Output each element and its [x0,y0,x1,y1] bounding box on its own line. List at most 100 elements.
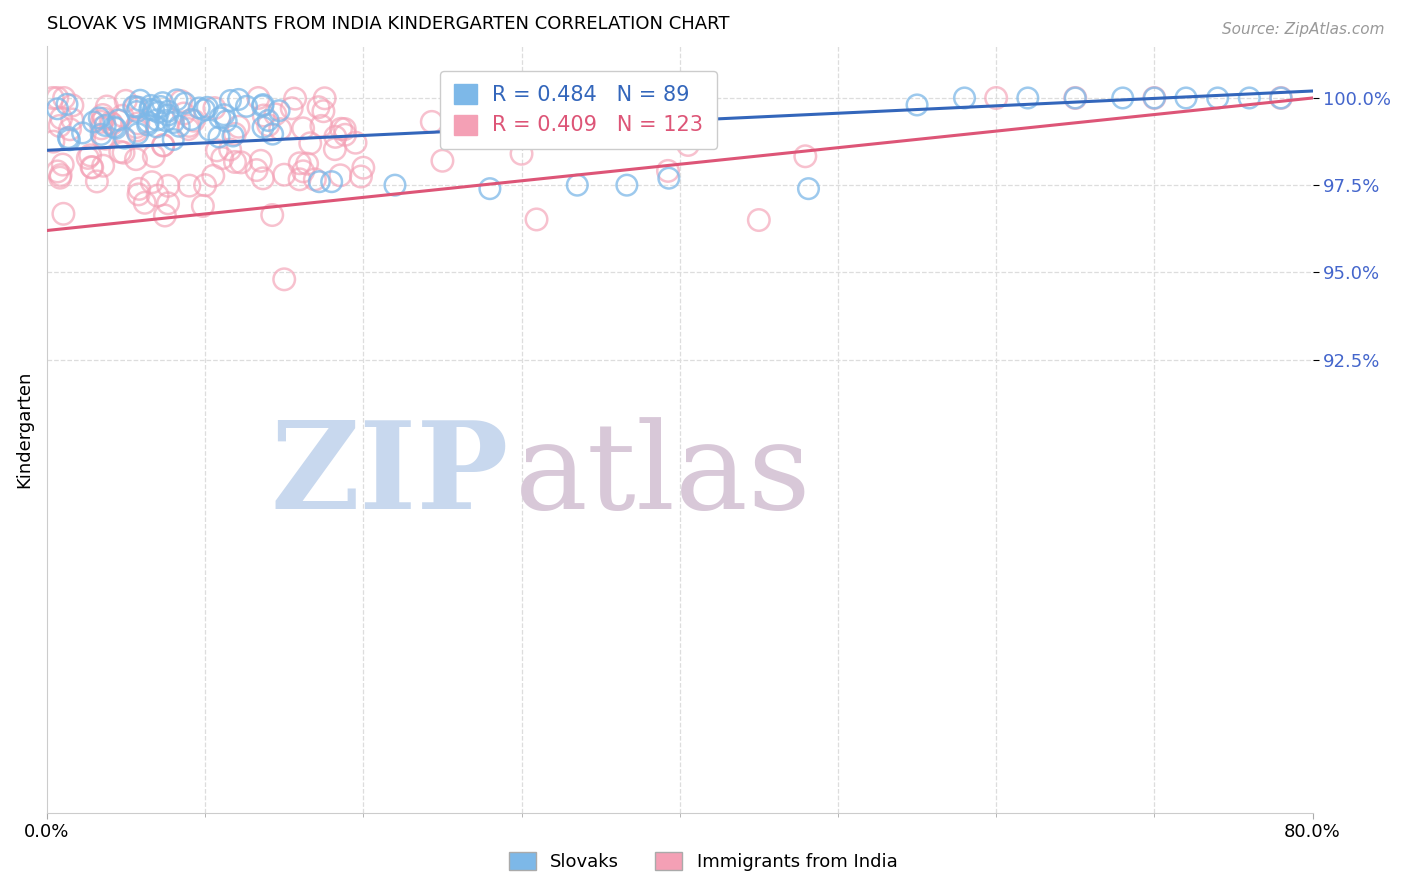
Point [107,113,129,128]
Point [60,98,83,112]
Point [146,120,169,134]
Point [208,111,231,125]
Point [46,102,69,116]
Point [211,151,233,165]
Point [173,96,195,111]
Point [295,156,318,170]
Point [325,129,347,144]
Point [905,98,928,112]
Legend: Slovaks, Immigrants from India: Slovaks, Immigrants from India [502,845,904,879]
Point [51,111,73,125]
Point [48,119,70,133]
Point [252,97,274,112]
Point [128,182,150,196]
Point [330,121,353,136]
Point [191,199,214,213]
Point [205,144,228,158]
Point [247,91,270,105]
Point [166,93,188,107]
Point [136,115,159,129]
Point [252,171,274,186]
Point [134,195,156,210]
Point [352,161,374,175]
Point [136,118,159,132]
Point [124,100,146,114]
Point [91,159,114,173]
Point [157,178,180,193]
Point [90,115,112,129]
Point [125,123,148,137]
Point [384,178,406,193]
Point [89,111,111,125]
Point [1064,91,1087,105]
Legend: R = 0.484   N = 89, R = 0.409   N = 123: R = 0.484 N = 89, R = 0.409 N = 123 [440,70,717,149]
Point [235,99,257,113]
Point [167,120,190,134]
Point [148,105,170,120]
Point [748,213,770,227]
Point [177,122,200,136]
Point [273,272,295,286]
Point [129,93,152,107]
Point [257,113,280,128]
Point [146,188,169,202]
Point [180,112,202,127]
Point [91,131,114,145]
Point [153,209,176,223]
Point [986,91,1008,105]
Point [1175,91,1198,105]
Point [269,122,291,136]
Point [478,181,501,195]
Point [127,100,149,114]
Point [110,145,132,159]
Point [312,104,335,119]
Point [323,142,346,156]
Point [264,107,287,121]
Point [204,101,226,115]
Point [122,99,145,113]
Point [333,122,356,136]
Point [58,130,80,145]
Point [1017,91,1039,105]
Point [288,172,311,186]
Point [215,114,238,128]
Point [79,148,101,162]
Point [567,178,589,193]
Point [114,131,136,145]
Point [208,130,231,145]
Point [59,122,82,136]
Point [333,128,356,142]
Point [212,108,235,122]
Point [350,169,373,184]
Point [156,108,179,122]
Point [308,100,330,114]
Point [219,94,242,108]
Point [60,112,83,127]
Point [127,127,149,141]
Point [155,113,177,128]
Text: atlas: atlas [515,417,811,533]
Point [1206,91,1229,105]
Point [292,121,315,136]
Point [273,168,295,182]
Point [195,100,218,114]
Point [76,151,98,165]
Point [321,175,343,189]
Point [103,120,125,134]
Point [72,126,94,140]
Point [128,187,150,202]
Point [222,128,245,143]
Point [52,157,75,171]
Point [93,112,115,126]
Point [1143,91,1166,105]
Point [90,121,112,136]
Point [125,120,148,134]
Point [252,120,274,135]
Point [152,95,174,110]
Text: SLOVAK VS IMMIGRANTS FROM INDIA KINDERGARTEN CORRELATION CHART: SLOVAK VS IMMIGRANTS FROM INDIA KINDERGA… [46,15,730,33]
Point [142,149,165,163]
Point [94,131,117,145]
Point [228,92,250,106]
Point [179,119,201,133]
Point [100,115,122,129]
